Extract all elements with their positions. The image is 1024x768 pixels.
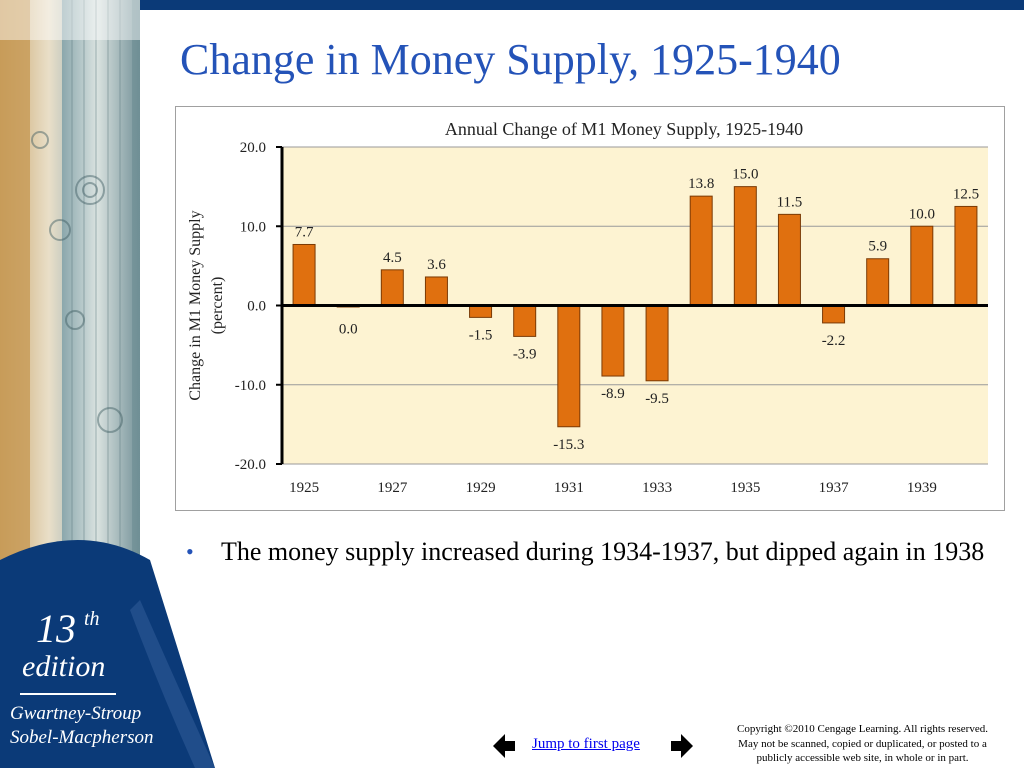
bar-value-label: -15.3 [553,437,584,453]
bar-value-label: 0.0 [339,322,358,338]
authors-line-2: Sobel-Macpherson [10,727,154,748]
y-axis-label-unit: (percent) [209,277,226,335]
slide-title: Change in Money Supply, 1925-1940 [180,35,841,84]
y-tick-label: 10.0 [240,219,266,235]
bar-value-label: -3.9 [513,346,537,362]
bar-chart: 20.0 10.0 0.0 -10.0 -20.0 7.7 0.0 4.5 3.6 -1.5 -3.… [187,119,988,496]
top-band [140,0,1024,10]
bar-1938 [866,258,890,306]
y-tick-label: 0.0 [247,299,266,315]
y-tick-label: -10.0 [235,378,266,394]
bullet-text: The money supply increased during 1934-1… [221,537,985,566]
bar-value-label: -2.2 [822,333,846,349]
bar-1931 [557,305,581,428]
edition-superscript: th [84,608,100,630]
bar-1937 [822,305,846,324]
bar-1928 [424,276,448,307]
chart-title: Annual Change of M1 Money Supply, 1925-1… [445,119,803,139]
y-axis-label: Change in M1 Money Supply [187,210,204,400]
bar-1925 [292,243,316,306]
bar-1935 [733,186,757,306]
edition-divider [20,693,116,695]
bar-value-label: 10.0 [909,206,935,222]
bar-value-label: 4.5 [383,250,402,266]
bar-value-label: -8.9 [601,386,625,402]
x-tick-label: 1929 [466,480,496,496]
bar-value-label: 3.6 [427,257,446,273]
bar-1932 [601,305,625,377]
left-arrow-icon[interactable] [493,734,517,758]
bar-1936 [777,213,801,306]
bar-value-label: -9.5 [645,391,669,407]
x-tick-label: 1937 [819,480,850,496]
y-tick-label: 20.0 [240,140,266,156]
x-tick-label: 1927 [377,480,408,496]
x-tick-label: 1935 [730,480,760,496]
jump-to-first-page-link[interactable]: Jump to first page [532,736,640,752]
x-tick-label: 1939 [907,480,937,496]
bar-1934 [689,195,713,306]
bar-1929 [469,305,493,318]
x-tick-label: 1925 [289,480,319,496]
bar-1939 [910,225,934,306]
bar-value-label: 11.5 [777,194,803,210]
x-tick-label: 1931 [554,480,584,496]
bar-value-label: -1.5 [469,327,493,343]
bar-1927 [380,269,404,306]
bar-value-label: 5.9 [868,239,887,255]
right-arrow-icon[interactable] [669,734,693,758]
bar-value-label: 12.5 [953,186,979,202]
bar-1933 [645,305,669,382]
bar-value-label: 13.8 [688,176,714,192]
bar-1930 [513,305,537,337]
bullet-marker: • [186,539,194,564]
copyright-notice: Copyright ©2010 Cengage Learning. All ri… [705,722,1020,766]
x-tick-label: 1933 [642,480,672,496]
authors-line-1: Gwartney-Stroup [10,703,142,724]
edition-number: 13 [36,606,76,651]
bar-1940 [954,205,978,306]
bar-value-label: 15.0 [732,167,758,183]
chart-frame: 20.0 10.0 0.0 -10.0 -20.0 7.7 0.0 4.5 3.6 -1.5 -3.… [175,106,1005,511]
copyright-line-3: publicly accessible web site, in whole o… [756,752,969,764]
edition-label: edition [22,650,106,683]
y-tick-label: -20.0 [235,457,266,473]
copyright-line-2: May not be scanned, copied or duplicated… [738,737,987,750]
bullet-point: • The money supply increased during 1934… [186,534,986,570]
copyright-line-1: Copyright ©2010 Cengage Learning. All ri… [737,723,988,735]
bar-value-label: 7.7 [295,224,314,240]
